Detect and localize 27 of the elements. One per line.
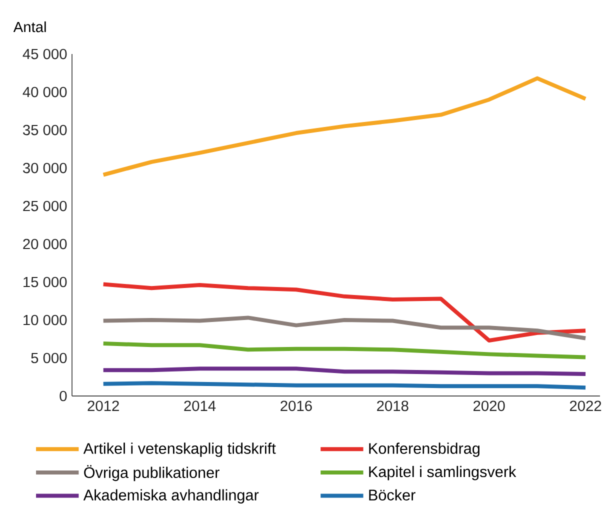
legend-label: Konferensbidrag: [369, 442, 480, 457]
line-series: [101, 316, 588, 340]
y-tick-label: 10 000: [24, 314, 67, 326]
legend-label: Akademiska avhandlingar: [83, 489, 259, 504]
y-tick-label: 15 000: [24, 276, 67, 288]
y-tick-label: 40 000: [22, 86, 67, 98]
y-tick-label: 45 000: [22, 48, 67, 60]
y-axis-title: Antal: [13, 21, 46, 32]
y-tick-label: 0: [60, 390, 67, 402]
x-tick-label: 2012: [88, 400, 119, 412]
y-tick-label: 5 000: [31, 352, 67, 364]
legend-label: Böcker: [369, 489, 416, 500]
line-series: [101, 76, 588, 177]
legend-label: Artikel i vetenskaplig tidskrift: [83, 442, 276, 457]
y-tick-label: 20 000: [23, 238, 67, 250]
x-tick-label: 2016: [280, 400, 312, 412]
x-tick-label: 2020: [474, 400, 505, 412]
line-series: [101, 282, 588, 343]
x-tick-label: 2018: [377, 400, 408, 412]
y-tick-label: 35 000: [23, 124, 67, 136]
legend-label: Kapitel i samlingsverk: [369, 466, 516, 480]
y-tick-label: 30 000: [23, 162, 67, 174]
line-series: [101, 342, 588, 360]
x-tick-label: 2014: [184, 400, 216, 412]
x-tick-label: 2022: [570, 400, 602, 412]
y-tick-label: 25 000: [23, 200, 67, 212]
legend-label: Övriga publikationer: [84, 465, 220, 482]
